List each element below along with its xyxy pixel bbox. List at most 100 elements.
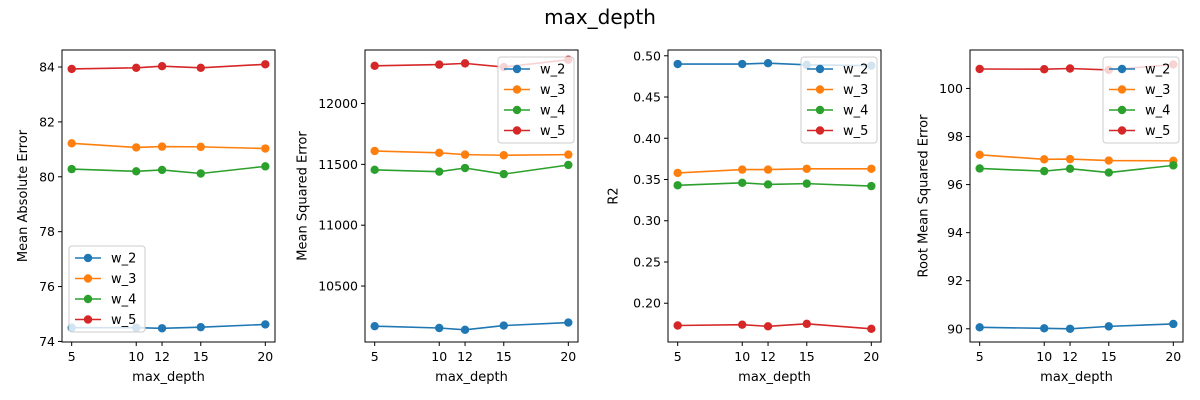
y-tick-label: 0.35 <box>633 172 661 187</box>
x-axis-label: max_depth <box>132 370 205 385</box>
y-axis-label: Mean Absolute Error <box>16 129 31 262</box>
data-point-w_4 <box>802 179 811 188</box>
y-tick-label: 98 <box>947 129 963 144</box>
y-tick-label: 10500 <box>318 279 358 294</box>
data-point-w_5 <box>763 322 773 331</box>
data-point-w_4 <box>370 165 379 175</box>
data-point-w_5 <box>157 61 167 71</box>
data-point-w_2 <box>763 58 773 68</box>
data-point-w_4 <box>564 160 573 170</box>
x-tick-label: 15 <box>496 349 512 364</box>
y-tick-label: 92 <box>947 273 963 288</box>
data-point-w_3 <box>435 148 444 158</box>
legend-label-w_5: w_5 <box>111 313 136 328</box>
legend-box <box>1102 56 1180 144</box>
axes-frame <box>667 49 882 343</box>
data-point-w_4 <box>1169 161 1178 170</box>
data-point-w_2 <box>738 59 747 69</box>
axes-frame <box>969 49 1184 343</box>
legend-label-w_4: w_4 <box>843 104 868 119</box>
y-axis-label: Mean Squared Error <box>296 131 311 261</box>
y-tick-label: 100 <box>939 81 963 96</box>
data-point-w_5 <box>738 320 747 329</box>
y-tick-label: 0.50 <box>633 48 661 63</box>
data-point-w_3 <box>867 164 876 173</box>
legend-marker-w_5 <box>83 315 93 324</box>
x-tick-label: 20 <box>1165 349 1181 364</box>
legend-box <box>497 56 575 144</box>
x-tick-label: 15 <box>1101 349 1117 364</box>
legend-marker-w_4 <box>815 105 825 115</box>
legend-label-w_4: w_4 <box>1145 104 1170 119</box>
data-point-w_2 <box>1104 322 1113 331</box>
x-tick-label: 5 <box>371 349 379 364</box>
data-point-w_3 <box>975 150 984 159</box>
data-point-w_4 <box>499 169 508 179</box>
x-tick-label: 5 <box>68 349 76 364</box>
data-point-w_5 <box>1065 64 1075 73</box>
data-point-w_3 <box>67 139 76 148</box>
x-tick-label: 10 <box>128 349 144 364</box>
x-tick-label: 15 <box>799 349 815 364</box>
y-tick-label: 0.45 <box>633 90 661 105</box>
legend-marker-w_2 <box>1117 64 1127 74</box>
legend: w_2 w_3 w_4 w_5 <box>497 56 575 144</box>
legend-marker-w_3 <box>815 85 825 94</box>
data-point-w_4 <box>1040 166 1049 176</box>
data-point-w_5 <box>261 60 270 69</box>
x-tick-label: 12 <box>1062 349 1078 364</box>
y-tick-label: 96 <box>947 177 963 192</box>
legend-marker-w_5 <box>1117 126 1127 135</box>
data-point-w_4 <box>196 169 205 178</box>
data-point-w_5 <box>370 61 379 71</box>
y-axis-label: R2 <box>606 187 621 204</box>
chart-panel-4: 5 10 12 15 20 90 92 94 96 98 100 max_depth Root Mean… <box>916 49 1184 385</box>
data-point-w_2 <box>564 318 573 327</box>
data-point-w_3 <box>1040 155 1049 164</box>
axes-frame <box>61 49 276 343</box>
legend-box <box>800 56 878 144</box>
y-tick-label: 74 <box>39 334 55 349</box>
x-axis-label: max_depth <box>738 370 811 385</box>
data-point-w_4 <box>738 178 747 188</box>
data-point-w_4 <box>132 167 141 176</box>
x-tick-label: 15 <box>193 349 209 364</box>
x-tick-label: 12 <box>154 349 170 364</box>
data-point-w_3 <box>564 150 573 159</box>
y-tick-label: 0.30 <box>633 213 661 228</box>
legend-marker-w_5 <box>815 126 825 135</box>
x-tick-label: 12 <box>760 349 776 364</box>
data-point-w_2 <box>460 325 470 335</box>
data-point-w_3 <box>196 142 205 152</box>
y-tick-label: 82 <box>39 114 55 129</box>
data-point-w_4 <box>867 181 876 191</box>
legend-label-w_2: w_2 <box>1145 63 1170 78</box>
axes-frame <box>364 49 579 343</box>
legend-marker-w_3 <box>1117 85 1127 94</box>
data-point-w_4 <box>67 164 76 174</box>
legend-label-w_5: w_5 <box>843 124 868 139</box>
data-point-w_5 <box>67 64 76 74</box>
legend: w_2 w_3 w_4 w_5 <box>800 56 878 144</box>
chart-panel-1: 5 10 12 15 20 74 76 78 80 82 84 max_depth Mean Absol… <box>16 49 276 385</box>
data-point-w_5 <box>1040 65 1049 74</box>
x-tick-label: 10 <box>431 349 447 364</box>
y-tick-label: 0.25 <box>633 254 661 269</box>
data-point-w_4 <box>435 167 444 176</box>
data-point-w_3 <box>499 151 508 160</box>
data-point-w_2 <box>261 320 270 329</box>
y-tick-label: 11000 <box>318 218 358 233</box>
legend-marker-w_2 <box>512 64 522 74</box>
data-point-w_2 <box>1169 319 1178 329</box>
legend-marker-w_2 <box>83 253 93 263</box>
legend-marker-w_3 <box>512 85 522 94</box>
data-point-w_4 <box>460 163 470 173</box>
legend-marker-w_3 <box>83 274 93 283</box>
x-tick-label: 10 <box>734 349 750 364</box>
data-point-w_4 <box>1104 168 1113 177</box>
data-point-w_2 <box>499 321 508 330</box>
legend: w_2 w_3 w_4 w_5 <box>1102 56 1180 144</box>
data-point-w_4 <box>763 180 773 189</box>
data-point-w_2 <box>435 323 444 333</box>
